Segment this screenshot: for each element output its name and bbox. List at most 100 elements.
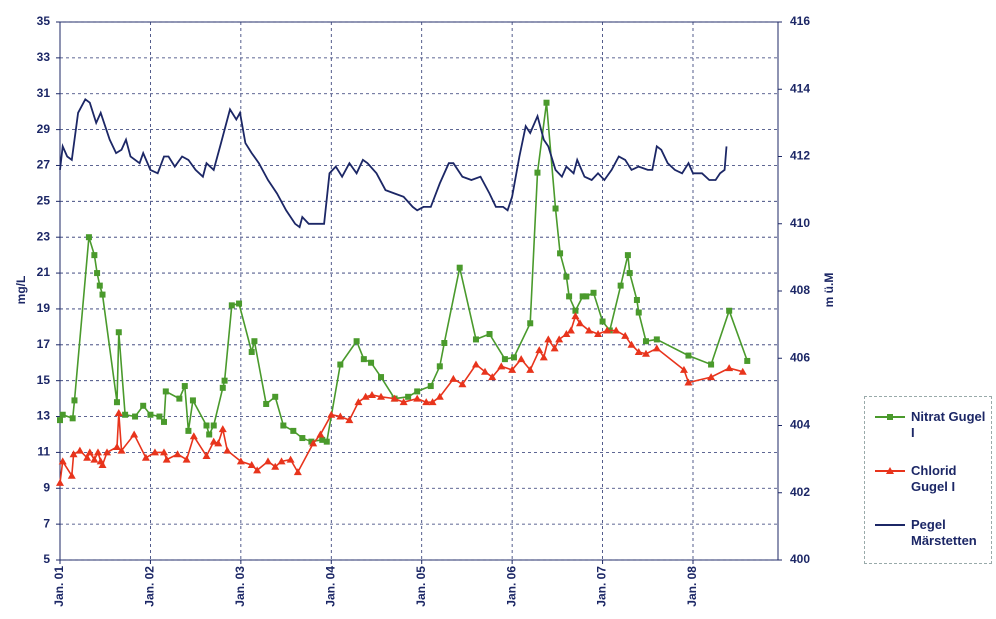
marker (221, 377, 228, 384)
marker (579, 293, 586, 300)
marker (160, 418, 167, 425)
marker (96, 282, 103, 289)
marker (653, 336, 660, 343)
marker (67, 471, 76, 479)
marker (113, 399, 120, 406)
marker (575, 319, 584, 327)
marker (218, 425, 227, 433)
marker (572, 307, 579, 314)
marker (236, 457, 245, 465)
marker (612, 326, 621, 334)
x-tick-label: Jan. 01 (52, 566, 66, 607)
marker (272, 393, 279, 400)
marker (621, 331, 630, 339)
marker (497, 362, 506, 370)
marker (585, 326, 594, 334)
y-axis-label: mg/L (14, 276, 28, 305)
marker (189, 432, 198, 440)
marker (679, 365, 688, 373)
y-tick-label: 13 (37, 409, 51, 423)
marker (71, 397, 78, 404)
marker (327, 410, 336, 418)
marker (726, 307, 733, 314)
marker (603, 326, 612, 334)
marker (367, 391, 376, 399)
marker (293, 468, 302, 476)
marker (471, 360, 480, 368)
marker (114, 408, 123, 416)
legend-swatch (875, 414, 905, 420)
marker (202, 451, 211, 459)
y-tick-label: 33 (37, 50, 51, 64)
series-line (59, 314, 743, 483)
marker (354, 398, 363, 406)
legend-label: Pegel Märstetten (911, 517, 977, 548)
y-tick-label: 15 (37, 373, 51, 387)
marker (248, 348, 255, 355)
marker (103, 448, 112, 456)
marker (94, 270, 101, 277)
marker (156, 413, 163, 420)
marker (263, 457, 272, 465)
marker (176, 395, 183, 402)
y-tick-label: 21 (37, 265, 51, 279)
marker (69, 415, 76, 422)
legend-swatch (875, 524, 905, 526)
marker (117, 446, 126, 454)
y2-axis-label: m ü.M (822, 273, 836, 308)
legend-item: Chlorid Gugel I (873, 463, 991, 494)
marker (634, 347, 643, 355)
marker (209, 437, 218, 445)
marker (534, 169, 541, 176)
marker (449, 374, 458, 382)
marker (472, 336, 479, 343)
marker (539, 353, 548, 361)
y-tick-label: 11 (37, 445, 50, 459)
marker (405, 393, 412, 400)
marker (427, 383, 434, 390)
marker (685, 352, 692, 359)
marker (486, 331, 493, 338)
marker (635, 309, 642, 316)
marker (210, 422, 217, 429)
marker (91, 252, 98, 259)
legend-label: Nitrat Gugel I (911, 409, 986, 440)
marker (290, 427, 297, 434)
marker (708, 361, 715, 368)
marker (552, 205, 559, 212)
marker (336, 412, 345, 420)
marker (441, 340, 448, 347)
marker (633, 296, 640, 303)
marker (162, 388, 169, 395)
marker (263, 400, 270, 407)
marker (141, 453, 150, 461)
x-tick-label: Jan. 05 (414, 566, 428, 607)
y-tick-label: 27 (37, 158, 51, 172)
legend-item: Pegel Märstetten (873, 517, 991, 548)
y-tick-label: 23 (37, 229, 51, 243)
marker (159, 448, 168, 456)
marker (253, 466, 262, 474)
x-tick-label: Jan. 04 (323, 566, 337, 607)
marker (132, 413, 139, 420)
y2-tick-label: 412 (790, 149, 810, 163)
y-tick-label: 7 (43, 516, 50, 530)
marker (75, 446, 84, 454)
marker (887, 414, 893, 420)
marker (223, 446, 232, 454)
y2-tick-label: 410 (790, 216, 810, 230)
marker (594, 330, 603, 338)
marker (368, 359, 375, 366)
marker (566, 293, 573, 300)
y-tick-label: 5 (43, 552, 50, 566)
marker (436, 363, 443, 370)
y2-tick-label: 416 (790, 14, 810, 28)
marker (583, 293, 590, 300)
marker (563, 273, 570, 280)
marker (236, 300, 243, 307)
marker (83, 453, 92, 461)
marker (93, 448, 102, 456)
marker (90, 455, 99, 463)
legend-item: Nitrat Gugel I (873, 409, 991, 440)
